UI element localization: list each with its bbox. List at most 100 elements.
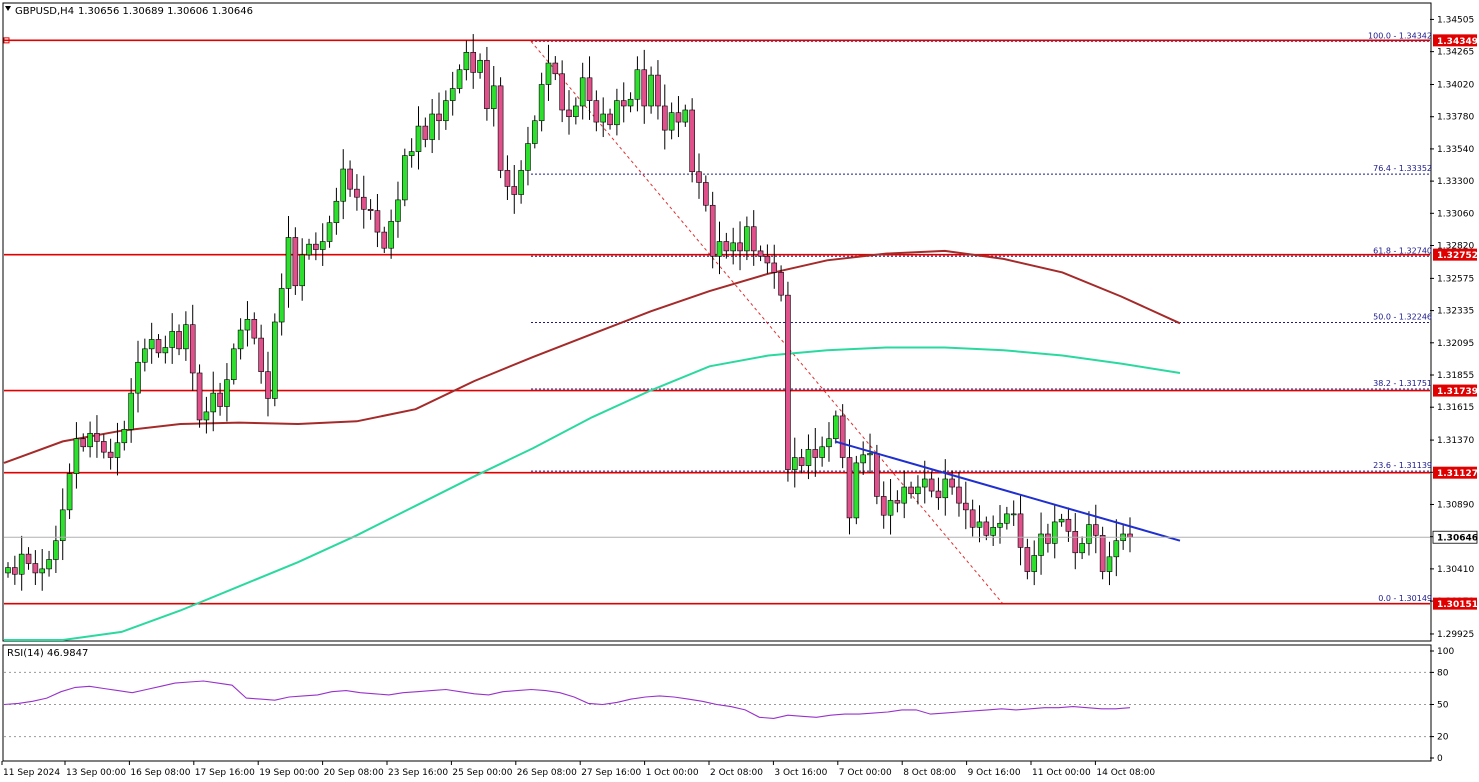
candle-body[interactable] bbox=[265, 371, 271, 399]
candle-body[interactable] bbox=[12, 567, 18, 575]
candle-body[interactable] bbox=[196, 372, 203, 421]
candle-body[interactable] bbox=[87, 433, 93, 448]
candle-body[interactable] bbox=[470, 52, 477, 73]
candle-body[interactable] bbox=[155, 339, 162, 354]
candle-body[interactable] bbox=[689, 109, 695, 173]
candle-body[interactable] bbox=[1079, 543, 1085, 554]
candle-body[interactable] bbox=[1024, 547, 1031, 572]
candle-body[interactable] bbox=[545, 62, 552, 85]
candle-body[interactable] bbox=[846, 457, 853, 519]
candle-body[interactable] bbox=[668, 112, 675, 131]
candle-body[interactable] bbox=[32, 563, 39, 574]
candle-body[interactable] bbox=[997, 522, 1003, 528]
candle-body[interactable] bbox=[39, 568, 46, 574]
candle-body[interactable] bbox=[333, 200, 340, 224]
candle-body[interactable] bbox=[183, 324, 189, 350]
candle-body[interactable] bbox=[340, 168, 347, 202]
candle-body[interactable] bbox=[812, 449, 819, 458]
candle-body[interactable] bbox=[504, 170, 511, 187]
main-pane[interactable] bbox=[2, 2, 1432, 642]
candle-body[interactable] bbox=[237, 329, 244, 350]
candle-body[interactable] bbox=[326, 222, 333, 242]
candle-body[interactable] bbox=[244, 319, 251, 331]
candle-body[interactable] bbox=[737, 242, 743, 252]
candle-body[interactable] bbox=[826, 438, 832, 448]
candle-body[interactable] bbox=[634, 69, 641, 100]
candle-body[interactable] bbox=[224, 379, 230, 407]
fib-anchor-line[interactable] bbox=[530, 40, 1004, 605]
candle-body[interactable] bbox=[148, 339, 155, 350]
candle-body[interactable] bbox=[80, 438, 87, 448]
candle-body[interactable] bbox=[278, 288, 285, 323]
candle-body[interactable] bbox=[696, 171, 702, 183]
candle-body[interactable] bbox=[867, 453, 873, 456]
candle-body[interactable] bbox=[142, 348, 148, 363]
candle-body[interactable] bbox=[887, 500, 894, 516]
candle-body[interactable] bbox=[1010, 513, 1017, 516]
candle-body[interactable] bbox=[860, 454, 866, 464]
candle-body[interactable] bbox=[251, 319, 258, 339]
candle-body[interactable] bbox=[402, 155, 408, 201]
candle-body[interactable] bbox=[655, 74, 661, 107]
candle-body[interactable] bbox=[436, 113, 442, 122]
candle-body[interactable] bbox=[100, 441, 107, 453]
candle-body[interactable] bbox=[798, 457, 805, 466]
candle-body[interactable] bbox=[573, 105, 579, 118]
candle-body[interactable] bbox=[299, 254, 305, 287]
candle-body[interactable] bbox=[682, 109, 689, 123]
candle-body[interactable] bbox=[990, 526, 996, 536]
candle-body[interactable] bbox=[552, 62, 559, 75]
candle-body[interactable] bbox=[853, 462, 860, 519]
candle-body[interactable] bbox=[306, 243, 312, 256]
candle-body[interactable] bbox=[518, 170, 524, 195]
candle-body[interactable] bbox=[586, 77, 593, 101]
candles[interactable] bbox=[5, 34, 1133, 591]
candle-body[interactable] bbox=[1065, 518, 1072, 532]
candle-body[interactable] bbox=[894, 500, 901, 504]
candle-body[interactable] bbox=[443, 100, 449, 122]
candle-body[interactable] bbox=[135, 361, 141, 394]
candle-body[interactable] bbox=[169, 331, 175, 348]
candle-body[interactable] bbox=[976, 521, 983, 528]
candle-body[interactable] bbox=[771, 262, 778, 273]
candle-body[interactable] bbox=[559, 73, 565, 111]
candle-body[interactable] bbox=[928, 478, 935, 492]
candle-body[interactable] bbox=[757, 250, 764, 257]
candle-body[interactable] bbox=[1038, 533, 1044, 556]
candle-body[interactable] bbox=[901, 486, 908, 504]
candle-body[interactable] bbox=[648, 74, 654, 107]
trendline-group[interactable] bbox=[834, 440, 1181, 542]
candle-body[interactable] bbox=[935, 490, 942, 499]
candle-body[interactable] bbox=[579, 77, 586, 107]
candle-body[interactable] bbox=[210, 392, 217, 413]
candle-body[interactable] bbox=[272, 321, 278, 399]
candle-body[interactable] bbox=[805, 449, 812, 466]
candle-body[interactable] bbox=[176, 331, 182, 350]
candle-body[interactable] bbox=[456, 69, 463, 89]
candle-body[interactable] bbox=[449, 88, 456, 101]
candle-body[interactable] bbox=[675, 112, 682, 123]
candle-body[interactable] bbox=[347, 168, 353, 190]
candle-body[interactable] bbox=[25, 553, 32, 564]
candle-body[interactable] bbox=[429, 113, 435, 140]
candle-body[interactable] bbox=[1092, 524, 1099, 536]
candle-body[interactable] bbox=[381, 231, 388, 249]
candle-body[interactable] bbox=[1099, 535, 1106, 572]
candle-body[interactable] bbox=[388, 221, 394, 249]
candle-body[interactable] bbox=[531, 120, 538, 144]
candle-body[interactable] bbox=[641, 69, 648, 107]
candle-body[interactable] bbox=[1072, 531, 1079, 554]
candle-body[interactable] bbox=[819, 446, 825, 458]
candle-body[interactable] bbox=[1045, 533, 1051, 544]
candle-body[interactable] bbox=[915, 486, 921, 495]
candle-body[interactable] bbox=[949, 478, 955, 488]
candle-body[interactable] bbox=[880, 496, 887, 516]
candle-body[interactable] bbox=[463, 52, 470, 71]
candle-body[interactable] bbox=[477, 60, 483, 73]
candle-body[interactable] bbox=[1051, 521, 1058, 544]
candle-body[interactable] bbox=[600, 113, 607, 123]
candle-body[interactable] bbox=[490, 85, 497, 109]
candle-body[interactable] bbox=[1086, 524, 1092, 544]
candle-body[interactable] bbox=[162, 347, 169, 354]
candle-body[interactable] bbox=[53, 540, 59, 560]
